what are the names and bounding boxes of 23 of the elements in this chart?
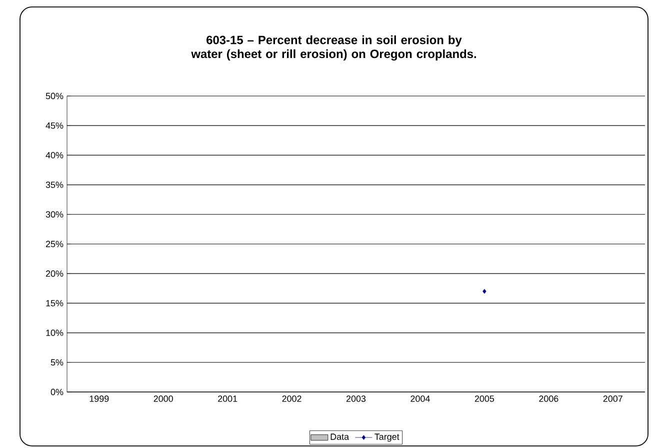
x-tick-label: 2007	[603, 396, 622, 402]
x-tick-label: 2006	[539, 396, 558, 402]
y-tick-label: 5%	[50, 359, 64, 366]
y-tick-label: 45%	[46, 122, 64, 129]
legend-label: Data	[330, 434, 350, 440]
chart-title: 603-15 – Percent decrease in soil erosion by water (sheet or rill erosion) on Oregon croplands.	[191, 35, 476, 61]
y-tick-label: 20%	[46, 270, 64, 277]
y-tick-label: 10%	[46, 330, 64, 336]
x-tick-label: 2001	[218, 396, 238, 402]
y-tick-label: 40%	[46, 152, 64, 158]
x-tick-label: 1999	[90, 396, 109, 402]
y-tick-label: 30%	[46, 211, 64, 218]
y-tick-label: 25%	[46, 240, 64, 248]
x-tick-label: 2004	[410, 396, 430, 402]
x-tick-label: 2005	[474, 396, 494, 402]
y-tick-label: 0%	[50, 388, 64, 396]
x-tick-label: 2002	[282, 396, 302, 402]
x-tick-label: 2000	[154, 396, 173, 402]
y-tick-label: 15%	[46, 300, 64, 306]
legend-label: Target	[374, 434, 400, 442]
y-tick-label: 50%	[46, 92, 64, 100]
x-tick-label: 2003	[346, 396, 366, 402]
y-tick-label: 35%	[46, 182, 64, 188]
